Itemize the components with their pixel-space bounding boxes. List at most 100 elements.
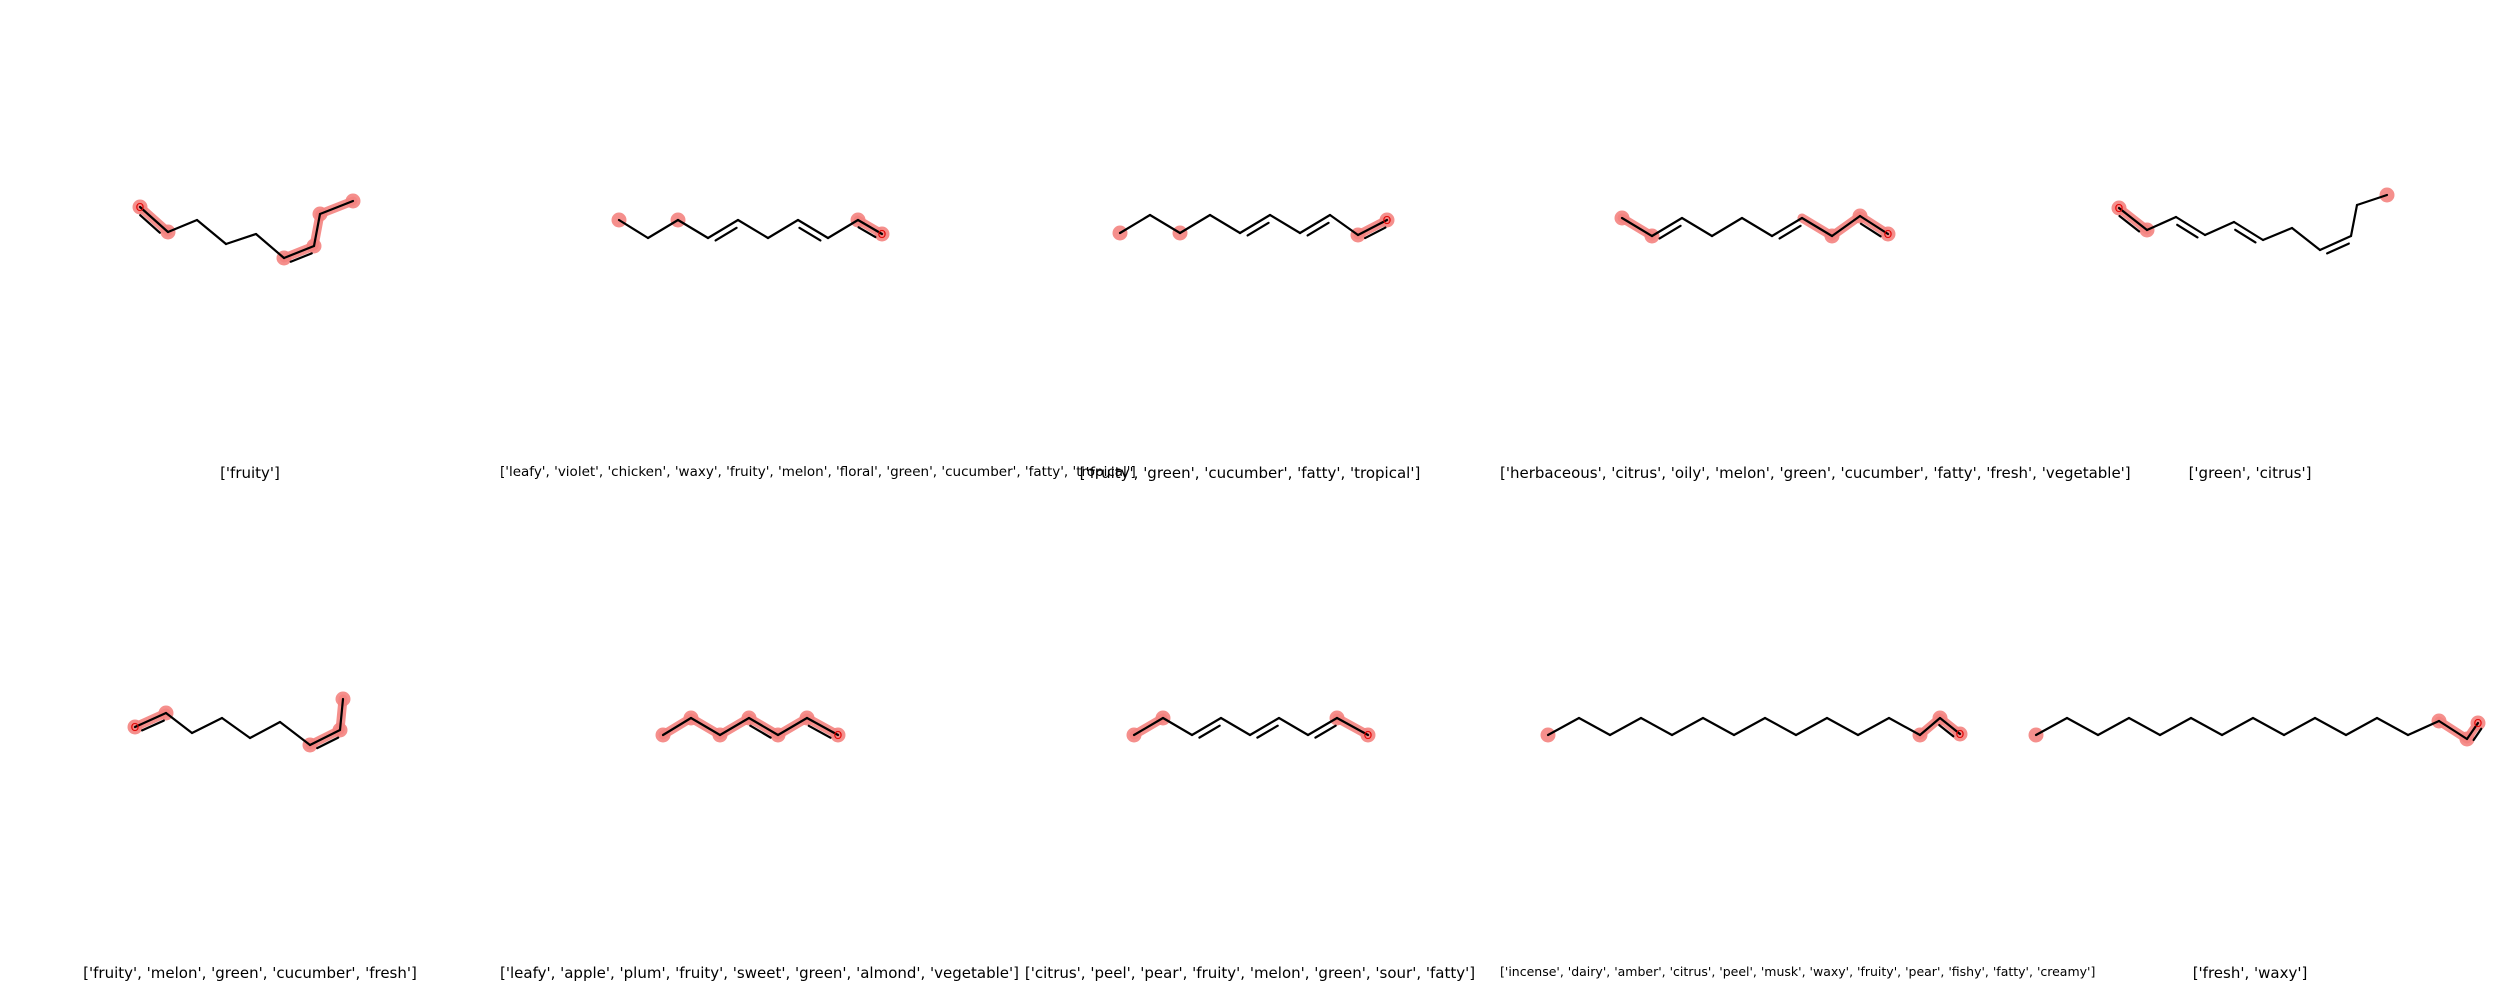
single-bond (195, 218, 228, 246)
single-bond (248, 720, 282, 740)
single-bond (1132, 716, 1165, 737)
molecule-odor-label: ['fruity', 'melon', 'green', 'cucumber',… (83, 964, 417, 982)
single-bond (1740, 216, 1774, 238)
oxygen-atom-label: O (834, 729, 843, 742)
molecule-cell: O ['fruity'] (0, 0, 500, 500)
single-bond (1248, 716, 1281, 737)
double-bond-line (857, 226, 877, 239)
single-bond (220, 716, 252, 740)
single-bond (776, 716, 809, 737)
single-bond (2313, 716, 2348, 737)
single-bond (1701, 716, 1736, 737)
single-bond (706, 218, 740, 240)
single-bond (1770, 216, 1804, 238)
single-bond (1825, 716, 1860, 737)
single-bond (224, 232, 258, 246)
single-bond (1650, 216, 1684, 238)
double-bond-line (2472, 727, 2483, 742)
single-bond (1794, 716, 1829, 737)
single-bond (689, 716, 722, 737)
molecule-structure: O (127, 691, 351, 753)
single-bond (1856, 716, 1891, 737)
single-bond (718, 716, 751, 737)
single-bond (1219, 716, 1252, 737)
single-bond (805, 716, 840, 737)
single-bond (826, 218, 860, 240)
single-bond (1620, 216, 1654, 238)
single-bond (2174, 215, 2207, 237)
single-bond (2034, 716, 2069, 737)
oxygen-atom-label: O (1364, 729, 1373, 742)
molecule-odor-label: ['fruity', 'green', 'cucumber', 'fatty',… (1079, 464, 1421, 482)
molecule-cell: O ['leafy', 'violet', 'chicken', 'waxy',… (500, 0, 1136, 500)
single-bond (646, 218, 680, 240)
double-bond-line (1859, 222, 1882, 238)
molecule-structure: O (2028, 713, 2486, 747)
molecule-structure: O (1614, 208, 1896, 244)
single-bond (2355, 193, 2389, 207)
oxygen-atom-label: O (131, 721, 140, 734)
molecule-odor-label: ['citrus', 'peel', 'pear', 'fruity', 'me… (1024, 964, 1476, 982)
molecule-odor-label: ['fruity'] (220, 464, 280, 482)
single-bond (1887, 716, 1922, 737)
single-bond (138, 205, 170, 234)
single-bond (1161, 716, 1194, 737)
double-bond-line (2234, 228, 2257, 244)
double-bond-line (1314, 724, 1337, 739)
single-bond (2465, 721, 2480, 741)
oxygen-atom-label: O (1956, 728, 1965, 741)
molecule-cell: O ['herbaceous', 'citrus', 'oily', 'melo… (1500, 0, 2131, 500)
single-bond (661, 716, 693, 737)
single-bond (1830, 214, 1862, 238)
single-bond (1710, 216, 1744, 238)
oxygen-atom-label: O (2474, 717, 2483, 730)
molecule-cell: O ['green', 'citrus'] (2000, 0, 2500, 500)
single-bond (2375, 716, 2410, 737)
double-bond-line (1256, 724, 1279, 739)
double-bond-line (1778, 224, 1802, 240)
oxygen-atom-label: O (1383, 214, 1392, 227)
single-bond (2349, 203, 2359, 238)
single-bond (2189, 716, 2224, 737)
single-bond (1277, 716, 1310, 737)
single-bond (2261, 226, 2294, 242)
single-bond (2127, 716, 2162, 737)
molecule-odor-label: ['incense', 'dairy', 'amber', 'citrus', … (1500, 964, 2096, 979)
single-bond (1763, 716, 1798, 737)
molecule-odor-label: ['herbaceous', 'citrus', 'oily', 'melon'… (1500, 464, 2131, 482)
single-bond (2344, 716, 2379, 737)
single-bond (1577, 716, 1612, 737)
single-bond (1639, 716, 1674, 737)
double-bond-line (2176, 223, 2199, 239)
single-bond (1148, 213, 1182, 235)
single-bond (1306, 716, 1339, 737)
single-bond (1800, 216, 1834, 238)
double-bond-line (807, 724, 832, 739)
single-bond (1858, 214, 1890, 236)
single-bond (2318, 234, 2353, 252)
double-bond-line (1938, 723, 1955, 738)
single-bond (1238, 213, 1272, 235)
molecule-cell: O ['leafy', 'apple', 'plum', 'fruity', '… (500, 500, 1020, 1000)
single-bond (2158, 716, 2193, 737)
double-bond-line (749, 724, 772, 739)
single-bond (312, 212, 322, 248)
molecule-odor-label: ['leafy', 'apple', 'plum', 'fruity', 'sw… (500, 964, 1020, 982)
single-bond (1298, 213, 1332, 235)
single-bond (1268, 213, 1302, 235)
double-bond-line (1246, 221, 1270, 237)
single-bond (2437, 719, 2469, 741)
single-bond (2145, 215, 2178, 232)
molecule-structure: O (1540, 710, 1968, 743)
single-bond (1680, 216, 1714, 238)
double-bond-line (1306, 221, 1330, 237)
single-bond (736, 218, 770, 240)
double-bond-line (798, 226, 822, 242)
single-bond (278, 720, 312, 747)
molecule-structure: O (611, 212, 890, 242)
single-bond (2406, 719, 2441, 737)
single-bond (318, 199, 355, 216)
single-bond (1670, 716, 1705, 737)
single-bond (856, 218, 884, 236)
